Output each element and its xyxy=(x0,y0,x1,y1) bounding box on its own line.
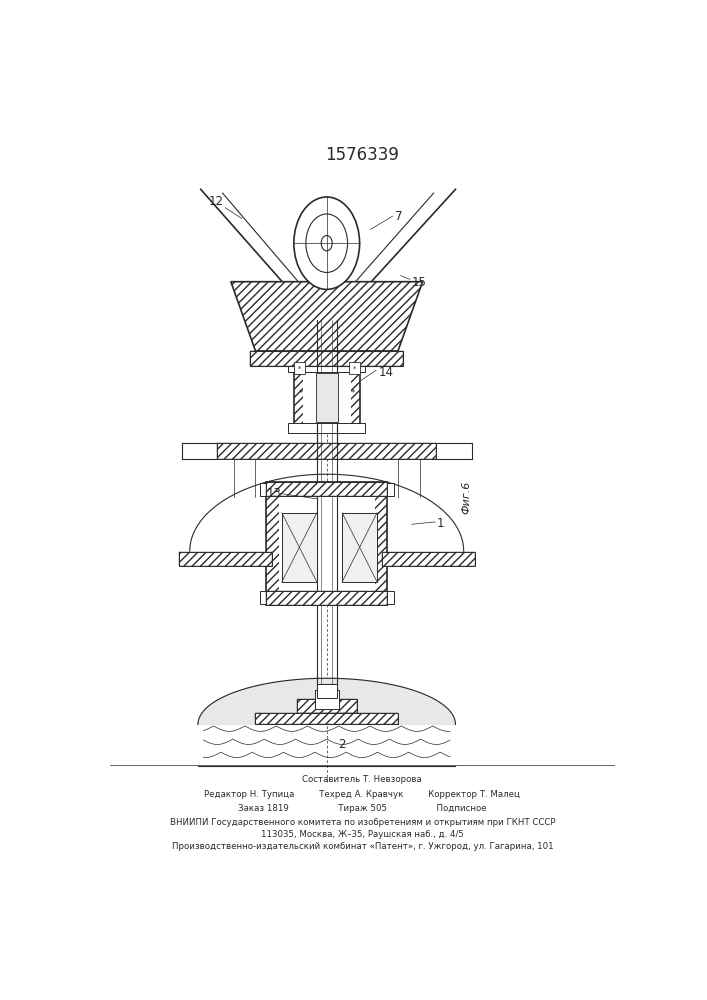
Text: Составитель Т. Невзорова: Составитель Т. Невзорова xyxy=(303,774,422,784)
Bar xyxy=(267,482,387,605)
Text: 2: 2 xyxy=(338,738,345,751)
Text: *: * xyxy=(298,366,301,372)
Bar xyxy=(250,351,404,366)
Circle shape xyxy=(321,235,332,251)
Text: 12: 12 xyxy=(209,195,224,208)
Bar xyxy=(267,591,387,605)
Text: *: * xyxy=(298,389,303,398)
Bar xyxy=(260,483,394,496)
Bar xyxy=(250,351,404,366)
Text: Заказ 1819                  Тираж 505                  Подписное: Заказ 1819 Тираж 505 Подписное xyxy=(238,804,486,813)
Bar xyxy=(267,482,279,605)
Bar xyxy=(382,552,474,566)
Bar xyxy=(267,591,387,605)
Bar xyxy=(267,482,387,496)
Bar xyxy=(297,699,357,713)
Polygon shape xyxy=(231,282,423,351)
Circle shape xyxy=(306,214,348,272)
Text: 13: 13 xyxy=(267,487,281,500)
Bar xyxy=(255,713,398,724)
Bar xyxy=(267,482,387,496)
Bar xyxy=(316,373,338,422)
Polygon shape xyxy=(198,678,455,724)
Text: *: * xyxy=(352,366,356,372)
Bar xyxy=(294,366,303,428)
Text: Производственно-издательский комбинат «Патент», г. Ужгород, ул. Гагарина, 101: Производственно-издательский комбинат «П… xyxy=(172,842,553,851)
Bar xyxy=(217,443,436,459)
Text: ВНИИПИ Государственного комитета по изобретениям и открытиям при ГКНТ СССР: ВНИИПИ Государственного комитета по изоб… xyxy=(170,818,555,827)
Bar xyxy=(255,713,398,724)
Bar xyxy=(260,591,394,604)
Text: 113035, Москва, Ж–35, Раушская наб., д. 4/5: 113035, Москва, Ж–35, Раушская наб., д. … xyxy=(261,830,464,839)
Bar xyxy=(342,513,377,582)
Bar xyxy=(349,362,360,374)
Bar xyxy=(351,366,360,428)
Bar xyxy=(288,361,365,372)
Bar xyxy=(288,423,365,433)
Bar xyxy=(282,513,317,582)
Bar xyxy=(315,690,339,709)
Bar xyxy=(319,684,335,701)
Text: 7: 7 xyxy=(395,210,403,223)
Text: 15: 15 xyxy=(411,276,426,289)
Bar xyxy=(382,552,474,566)
Bar xyxy=(317,684,337,698)
Text: *: * xyxy=(351,389,355,398)
Text: 1576339: 1576339 xyxy=(325,146,399,164)
Bar xyxy=(375,482,387,605)
Text: 14: 14 xyxy=(379,366,394,379)
Bar xyxy=(294,362,305,374)
Text: Фиг.6: Фиг.6 xyxy=(462,481,472,514)
Bar xyxy=(179,552,272,566)
Bar xyxy=(217,443,436,459)
Bar xyxy=(297,699,357,713)
Circle shape xyxy=(294,197,360,289)
Text: 1: 1 xyxy=(436,517,444,530)
Text: Редактор Н. Тупица         Техред А. Кравчук         Корректор Т. Малец: Редактор Н. Тупица Техред А. Кравчук Кор… xyxy=(204,790,520,799)
Bar xyxy=(294,366,360,428)
Bar xyxy=(179,552,272,566)
